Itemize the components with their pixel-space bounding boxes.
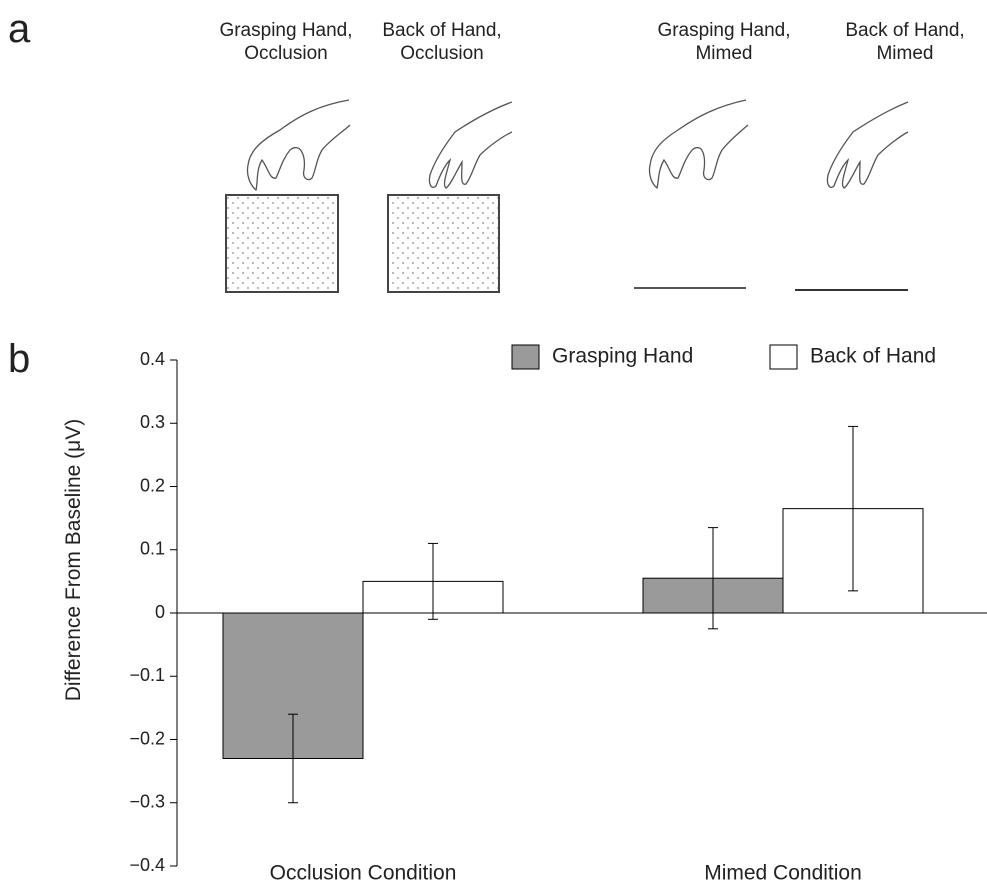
hand-drawing <box>247 100 350 190</box>
y-tick-label: −0.4 <box>129 855 165 875</box>
y-tick-label: −0.2 <box>129 728 165 748</box>
stimuli: Grasping Hand,Occlusion Back of Hand,Occ… <box>219 20 964 292</box>
panel-label: b <box>8 337 30 381</box>
stimulus-label: Grasping Hand,Occlusion <box>219 20 352 64</box>
hand-drawing <box>649 100 748 188</box>
y-tick-label: 0.2 <box>140 475 165 495</box>
legend-label: Grasping Hand <box>552 345 693 368</box>
y-axis-label: Difference From Baseline (μV) <box>62 419 85 701</box>
stimulus-label: Grasping Hand,Mimed <box>657 20 790 64</box>
legend-label: Back of Hand <box>810 345 936 368</box>
occluder <box>388 195 499 292</box>
legend-swatch <box>512 345 539 369</box>
x-tick-label: Occlusion Condition <box>270 862 457 880</box>
y-tick-label: 0.3 <box>140 412 165 432</box>
stimulus-label: Back of Hand,Occlusion <box>382 20 501 64</box>
panel-label: a <box>8 7 31 51</box>
y-tick-label: 0.4 <box>140 349 165 369</box>
y-tick-label: −0.3 <box>129 792 165 812</box>
y-tick-label: 0.1 <box>140 539 165 559</box>
figure: a b Grasping Hand,Occlusion Back of Hand… <box>0 0 987 880</box>
occluder <box>226 195 338 292</box>
hand-drawing <box>827 102 908 188</box>
y-tick-label: 0 <box>155 602 165 622</box>
y-tick-label: −0.1 <box>129 665 165 685</box>
legend-swatch <box>770 345 797 369</box>
stimulus-label: Back of Hand,Mimed <box>845 20 964 64</box>
x-tick-label: Mimed Condition <box>704 862 862 880</box>
hand-drawing <box>429 102 512 188</box>
